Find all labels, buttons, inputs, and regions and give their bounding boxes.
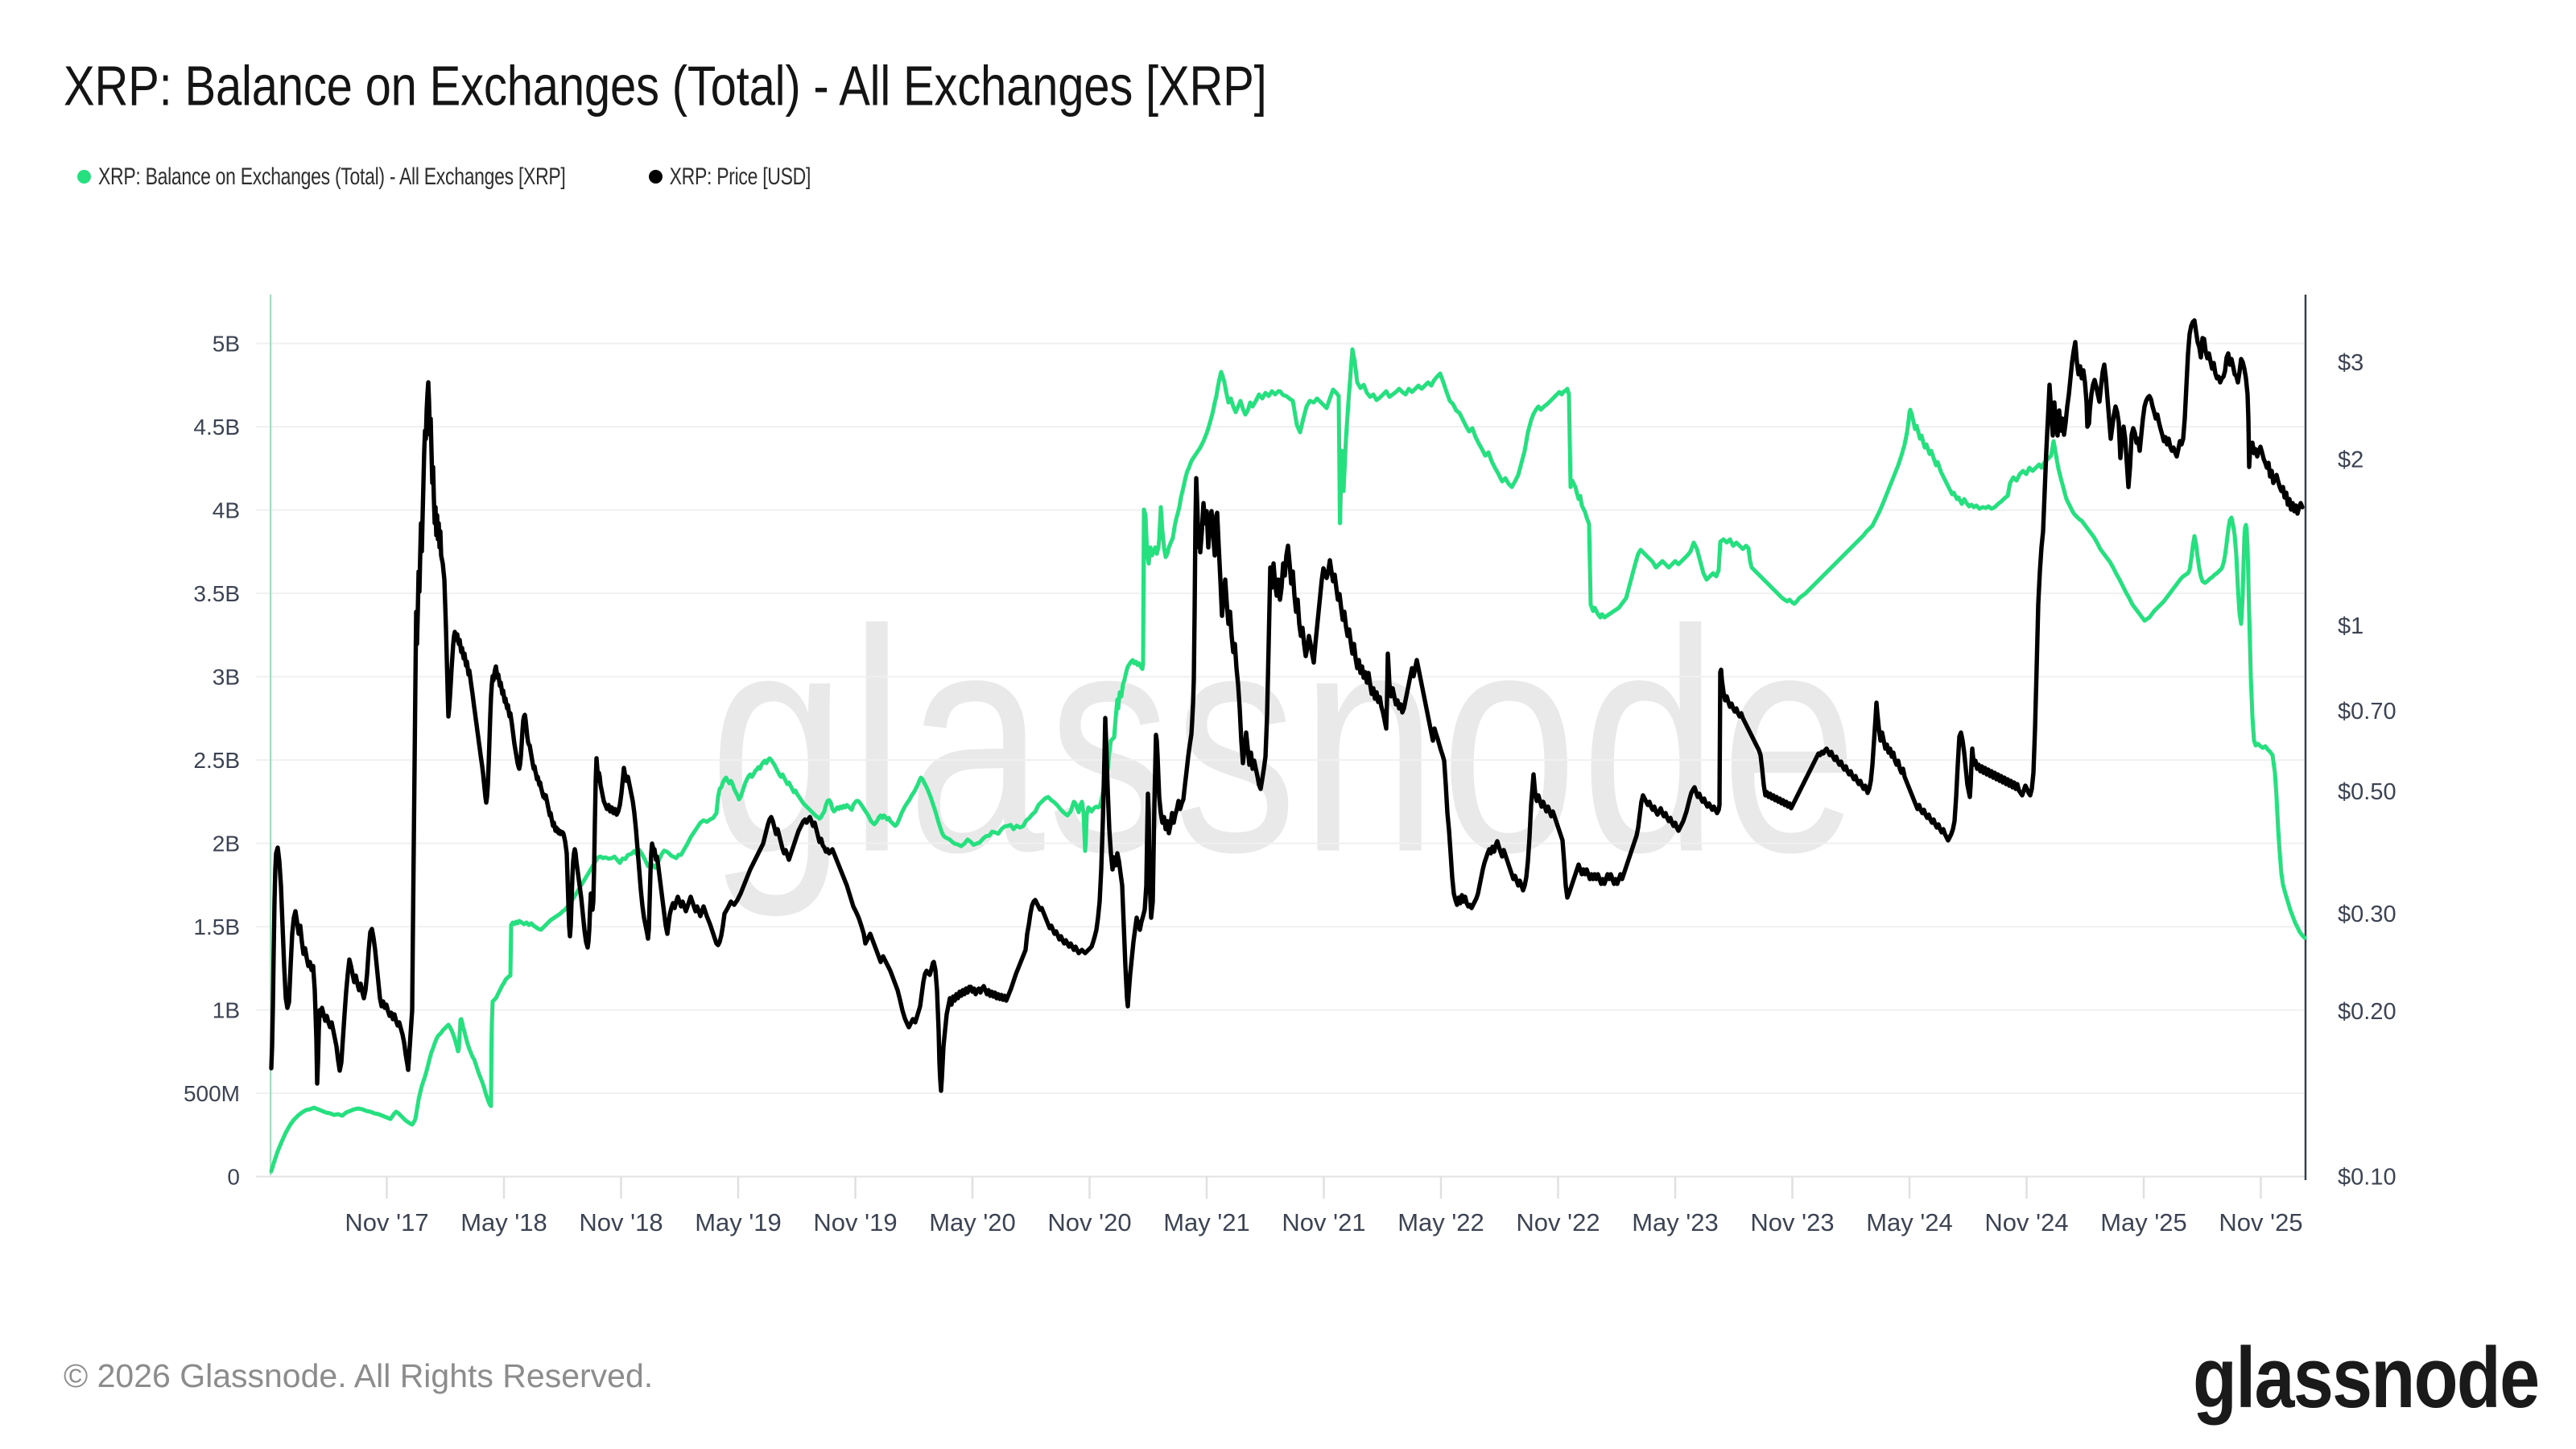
svg-text:2B: 2B [213, 832, 240, 857]
svg-text:$2: $2 [2338, 448, 2363, 473]
svg-text:Nov '19: Nov '19 [813, 1208, 897, 1236]
svg-text:5B: 5B [213, 332, 240, 357]
svg-text:May '23: May '23 [1632, 1208, 1719, 1236]
svg-text:3.5B: 3.5B [193, 581, 240, 606]
svg-text:$0.50: $0.50 [2338, 779, 2396, 805]
svg-text:Nov '24: Nov '24 [1984, 1208, 2068, 1236]
svg-text:May '22: May '22 [1397, 1208, 1484, 1236]
svg-text:Nov '25: Nov '25 [2219, 1208, 2302, 1236]
svg-text:4.5B: 4.5B [193, 415, 240, 440]
svg-text:3B: 3B [213, 665, 240, 690]
svg-text:$1: $1 [2338, 613, 2363, 639]
svg-text:500M: 500M [184, 1081, 240, 1106]
svg-text:Nov '22: Nov '22 [1516, 1208, 1600, 1236]
svg-text:Nov '23: Nov '23 [1750, 1208, 1834, 1236]
svg-text:4B: 4B [213, 498, 240, 523]
svg-text:May '25: May '25 [2100, 1208, 2187, 1236]
svg-text:$0.30: $0.30 [2338, 902, 2396, 927]
svg-text:$0.20: $0.20 [2338, 999, 2396, 1025]
svg-text:May '24: May '24 [1866, 1208, 1953, 1236]
svg-text:May '20: May '20 [929, 1208, 1016, 1236]
svg-text:Nov '21: Nov '21 [1282, 1208, 1365, 1236]
svg-text:$0.10: $0.10 [2338, 1165, 2396, 1191]
svg-text:1B: 1B [213, 998, 240, 1023]
svg-text:May '21: May '21 [1163, 1208, 1250, 1236]
svg-text:May '19: May '19 [695, 1208, 782, 1236]
svg-text:Nov '20: Nov '20 [1047, 1208, 1131, 1236]
svg-text:$3: $3 [2338, 350, 2363, 376]
svg-text:2.5B: 2.5B [193, 748, 240, 773]
svg-text:1.5B: 1.5B [193, 914, 240, 939]
svg-text:$0.70: $0.70 [2338, 699, 2396, 724]
svg-text:Nov '17: Nov '17 [345, 1208, 428, 1236]
svg-text:Nov '18: Nov '18 [579, 1208, 663, 1236]
svg-text:May '18: May '18 [460, 1208, 547, 1236]
svg-text:0: 0 [227, 1165, 240, 1190]
